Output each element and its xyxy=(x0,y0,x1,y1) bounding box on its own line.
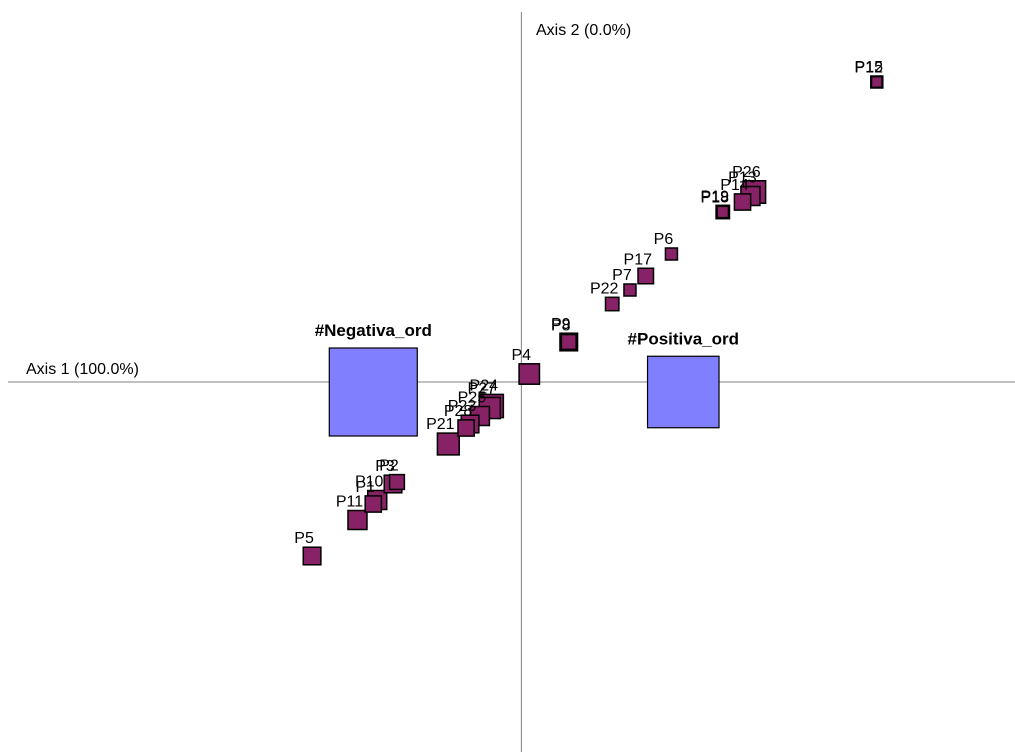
point-marker-p14 xyxy=(733,193,752,211)
point-marker-p22 xyxy=(604,296,620,312)
point-label-p28: P28 xyxy=(444,403,473,420)
marker-labels: #Negativa_ord #Positiva_ordP15P12P26P13P1… xyxy=(294,59,883,547)
y-axis-label: Axis 2 (0.0%) xyxy=(536,22,631,39)
point-marker-p18 xyxy=(716,205,730,219)
point-label-p11: P11 xyxy=(336,494,363,511)
point-label-p25: P25 xyxy=(458,390,487,407)
point-marker-p4 xyxy=(518,363,541,385)
point-label-p23: P23 xyxy=(448,398,477,415)
point-label-p7: P7 xyxy=(612,267,632,284)
point-marker-p1 xyxy=(364,495,383,513)
category-marker-negativa-ord xyxy=(328,347,418,437)
x-axis-label: Axis 1 (100.0%) xyxy=(26,361,139,378)
point-label-p15: P15 xyxy=(855,59,884,76)
point-label-p26: P26 xyxy=(732,164,761,181)
point-label-p19: P19 xyxy=(701,188,730,205)
category-label-negativa-ord: #Negativa_ord xyxy=(315,321,432,340)
point-label-p13: P13 xyxy=(728,170,757,187)
point-label-p17: P17 xyxy=(624,251,653,268)
point-label-p3: P3 xyxy=(375,458,395,475)
category-markers xyxy=(328,347,720,437)
point-label-p4: P4 xyxy=(511,347,531,364)
point-marker-p17 xyxy=(637,267,655,285)
point-label-p8: P8 xyxy=(551,318,571,335)
category-label-positiva-ord: #Positiva_ord xyxy=(628,329,740,348)
point-label-p14: P14 xyxy=(720,177,749,194)
point-label-p12: P12 xyxy=(855,60,884,77)
point-label-p5: P5 xyxy=(294,530,314,547)
point-marker-p5 xyxy=(302,546,322,566)
point-label-p9: P9 xyxy=(551,316,571,333)
point-marker-p28 xyxy=(457,419,475,437)
point-marker-p2 xyxy=(388,473,406,491)
point-markers xyxy=(302,75,884,566)
point-marker-p7 xyxy=(623,283,637,297)
point-label-p2: P2 xyxy=(379,458,399,475)
point-label-p22: P22 xyxy=(590,280,619,297)
point-label-p10: P10 xyxy=(355,474,384,491)
point-label-p6: P6 xyxy=(654,231,674,248)
point-marker-p11 xyxy=(347,509,368,531)
point-marker-p21 xyxy=(436,432,460,456)
point-marker-p6 xyxy=(664,247,679,261)
point-label-p18: P18 xyxy=(701,189,730,206)
point-label-p24: P24 xyxy=(470,377,499,394)
category-marker-positiva-ord xyxy=(646,355,720,429)
point-label-p27: P27 xyxy=(468,380,497,397)
point-label-p21: P21 xyxy=(426,416,455,433)
point-label-p1: P1 xyxy=(355,479,375,496)
point-marker-p12 xyxy=(870,75,883,89)
point-marker-p8 xyxy=(560,333,577,351)
